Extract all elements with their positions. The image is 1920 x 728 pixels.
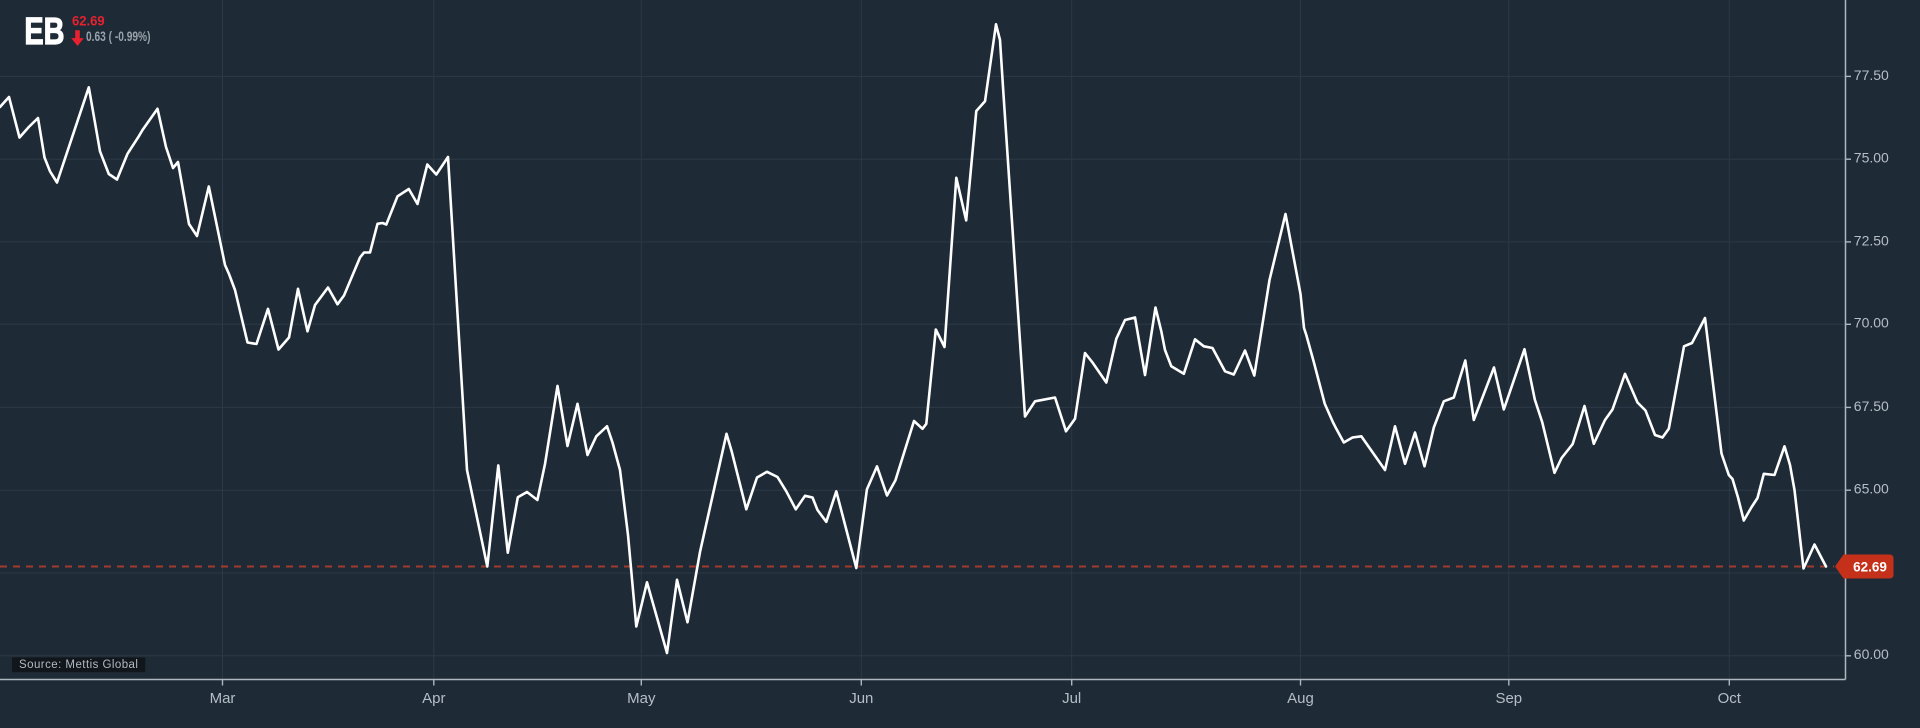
svg-text:0.63 ( -0.99%): 0.63 ( -0.99%) (86, 28, 150, 44)
svg-text:62.69: 62.69 (72, 13, 105, 29)
svg-text:62.69: 62.69 (1853, 559, 1887, 574)
svg-text:Apr: Apr (422, 690, 445, 707)
svg-text:60.00: 60.00 (1854, 646, 1889, 662)
svg-text:Aug: Aug (1287, 690, 1314, 707)
svg-text:67.50: 67.50 (1854, 398, 1889, 414)
svg-text:75.00: 75.00 (1854, 150, 1889, 166)
svg-text:Oct: Oct (1718, 690, 1742, 707)
svg-text:65.00: 65.00 (1854, 481, 1889, 497)
svg-text:May: May (627, 690, 656, 707)
svg-text:72.50: 72.50 (1854, 232, 1889, 248)
svg-text:Sep: Sep (1495, 690, 1522, 707)
svg-text:Mar: Mar (210, 690, 236, 707)
svg-text:77.50: 77.50 (1854, 67, 1889, 83)
svg-text:70.00: 70.00 (1854, 315, 1889, 331)
svg-text:Jul: Jul (1062, 690, 1081, 707)
svg-text:EB: EB (24, 10, 64, 53)
svg-text:Jun: Jun (849, 690, 873, 707)
svg-text:Source: Mettis Global: Source: Mettis Global (19, 659, 138, 671)
